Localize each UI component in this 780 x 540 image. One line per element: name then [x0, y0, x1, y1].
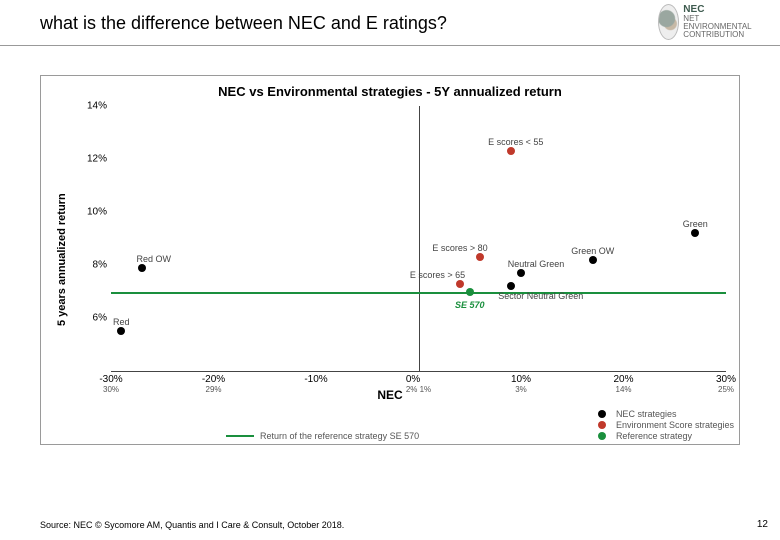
data-label: E scores < 55 — [488, 137, 543, 147]
y-axis-label: 5 years annualized return — [56, 193, 68, 326]
data-label: Red — [113, 317, 130, 327]
header: what is the difference between NEC and E… — [0, 0, 780, 46]
y-tick: 8% — [79, 260, 107, 271]
data-label: SE 570 — [455, 300, 485, 310]
x-tick: -10% — [304, 374, 327, 385]
legend-label-reference: Reference strategy — [616, 431, 734, 441]
data-label: E scores > 80 — [432, 243, 487, 253]
data-point-escore — [507, 147, 515, 155]
legend-swatch-nec — [598, 410, 606, 418]
y-axis-zero-line — [419, 106, 420, 371]
data-label: Green — [683, 219, 708, 229]
slide: what is the difference between NEC and E… — [0, 0, 780, 540]
legend-swatch-reference — [598, 432, 606, 440]
reference-line-label: Return of the reference strategy SE 570 — [260, 431, 419, 441]
x-tick-sub: 14% — [613, 385, 633, 394]
chart-frame: NEC vs Environmental strategies - 5Y ann… — [40, 75, 740, 445]
data-label: E scores > 65 — [410, 270, 465, 280]
plot-area: 6%8%10%12%14%-30%30%-20%29%-10%0%2% 1%10… — [111, 106, 726, 371]
data-point-escore — [456, 280, 464, 288]
x-tick: 0%2% 1% — [406, 374, 431, 394]
data-point-nec — [138, 264, 146, 272]
data-label: Neutral Green — [508, 259, 565, 269]
reference-line-legend: Return of the reference strategy SE 570 — [226, 431, 419, 441]
data-point-nec — [691, 229, 699, 237]
data-point-nec — [589, 256, 597, 264]
x-tick-sub: 25% — [716, 385, 736, 394]
x-tick: 30%25% — [716, 374, 736, 394]
data-label: Red OW — [136, 254, 171, 264]
legend-label-nec: NEC strategies — [616, 409, 734, 419]
data-point-nec — [517, 269, 525, 277]
x-axis-label: NEC — [41, 388, 739, 402]
x-tick: -30%30% — [99, 374, 122, 394]
y-tick: 10% — [79, 207, 107, 218]
reference-line-swatch — [226, 435, 254, 437]
x-tick-sub: 29% — [202, 385, 225, 394]
data-point-escore — [476, 253, 484, 261]
data-point-nec — [507, 282, 515, 290]
nec-logo-icon — [658, 4, 679, 40]
x-tick-sub: 30% — [99, 385, 122, 394]
nec-logo-tagline: NET ENVIRONMENTAL CONTRIBUTION — [683, 14, 751, 39]
data-point-nec — [117, 327, 125, 335]
data-label: Green OW — [571, 246, 614, 256]
x-tick: 10%3% — [511, 374, 531, 394]
x-tick: -20%29% — [202, 374, 225, 394]
page-number: 12 — [757, 519, 768, 530]
x-tick-sub: 3% — [511, 385, 531, 394]
chart-title: NEC vs Environmental strategies - 5Y ann… — [41, 84, 739, 99]
y-tick: 6% — [79, 313, 107, 324]
y-tick: 14% — [79, 101, 107, 112]
reference-line — [111, 292, 726, 294]
page-title: what is the difference between NEC and E… — [40, 13, 447, 34]
x-tick: 20%14% — [613, 374, 633, 394]
x-axis-line — [111, 371, 726, 372]
data-label: Sector Neutral Green — [498, 291, 583, 301]
legend-swatch-escore — [598, 421, 606, 429]
x-tick-sub: 2% 1% — [406, 385, 431, 394]
legend: NEC strategies Environment Score strateg… — [598, 409, 734, 441]
legend-label-escore: Environment Score strategies — [616, 420, 734, 430]
nec-logo-text: NEC NET ENVIRONMENTAL CONTRIBUTION — [683, 5, 768, 39]
nec-logo: NEC NET ENVIRONMENTAL CONTRIBUTION — [658, 3, 768, 41]
data-point-reference — [466, 288, 474, 296]
source-text: Source: NEC © Sycomore AM, Quantis and I… — [40, 520, 344, 530]
y-tick: 12% — [79, 154, 107, 165]
